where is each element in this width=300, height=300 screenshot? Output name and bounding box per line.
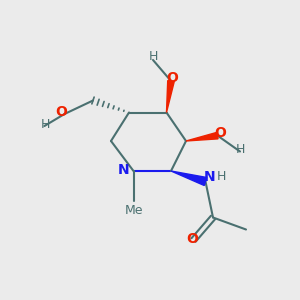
Text: O: O — [186, 232, 198, 246]
Polygon shape — [171, 171, 207, 185]
Text: H: H — [236, 142, 246, 156]
Text: N: N — [204, 170, 216, 184]
Polygon shape — [186, 132, 218, 141]
Polygon shape — [167, 80, 174, 112]
Text: H: H — [41, 118, 51, 131]
Text: O: O — [56, 106, 68, 119]
Text: O: O — [166, 71, 178, 85]
Text: N: N — [118, 163, 129, 176]
Text: O: O — [214, 126, 226, 140]
Text: H: H — [216, 170, 226, 184]
Text: Me: Me — [124, 204, 143, 217]
Text: H: H — [149, 50, 159, 64]
